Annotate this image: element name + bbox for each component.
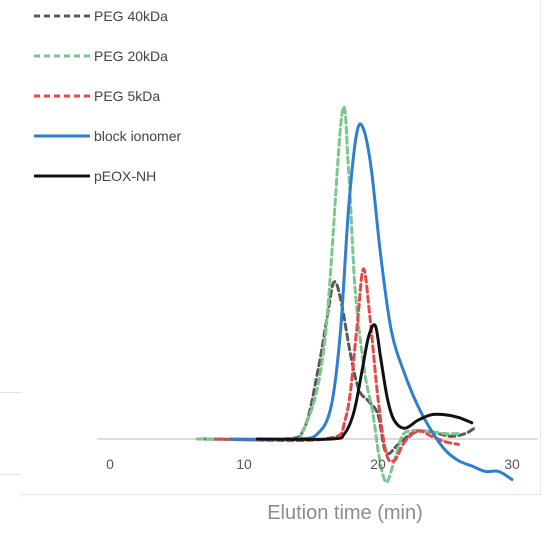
legend-label: PEG 5kDa (94, 87, 161, 104)
x-tick-label-10: 10 (236, 456, 252, 472)
series-line-peox-nh (255, 323, 474, 441)
series-line-peg-5kda (215, 267, 460, 464)
x-tick-label-20: 20 (370, 456, 386, 472)
legend-item-block-ionomer: block ionomer (34, 126, 181, 145)
legend-label: PEG 40kDa (94, 7, 168, 24)
x-tick-labels: 0 10 20 30 (106, 456, 520, 472)
legend-label: PEG 20kDa (94, 47, 168, 64)
legend-item-peg-40kda: PEG 40kDa (34, 6, 181, 25)
x-tick-label-0: 0 (106, 456, 114, 472)
x-tick-label-30: 30 (504, 456, 520, 472)
legend-swatch-peg-40kda (34, 14, 90, 17)
series-line-peg-40kda (202, 280, 476, 456)
legend-swatch-peg-20kda (34, 54, 90, 57)
legend: PEG 40kDa PEG 20kDa PEG 5kDa block ionomer p… (34, 6, 181, 206)
series-layer (195, 105, 514, 484)
legend-label: block ionomer (94, 127, 182, 144)
legend-item-peox-nh: pEOX-NH (34, 166, 181, 185)
legend-swatch-block-ionomer (34, 134, 90, 137)
legend-item-peg-20kda: PEG 20kDa (34, 46, 181, 65)
x-axis-label: Elution time (min) (267, 502, 423, 524)
legend-swatch-peox-nh (34, 174, 90, 177)
series-line-peg-20kda (195, 105, 460, 484)
legend-swatch-peg-5kda (34, 94, 90, 97)
series-line-block-ionomer (229, 122, 514, 481)
plot-panel (22, 0, 541, 495)
legend-label: pEOX-NH (94, 167, 157, 184)
legend-item-peg-5kda: PEG 5kDa (34, 86, 181, 105)
